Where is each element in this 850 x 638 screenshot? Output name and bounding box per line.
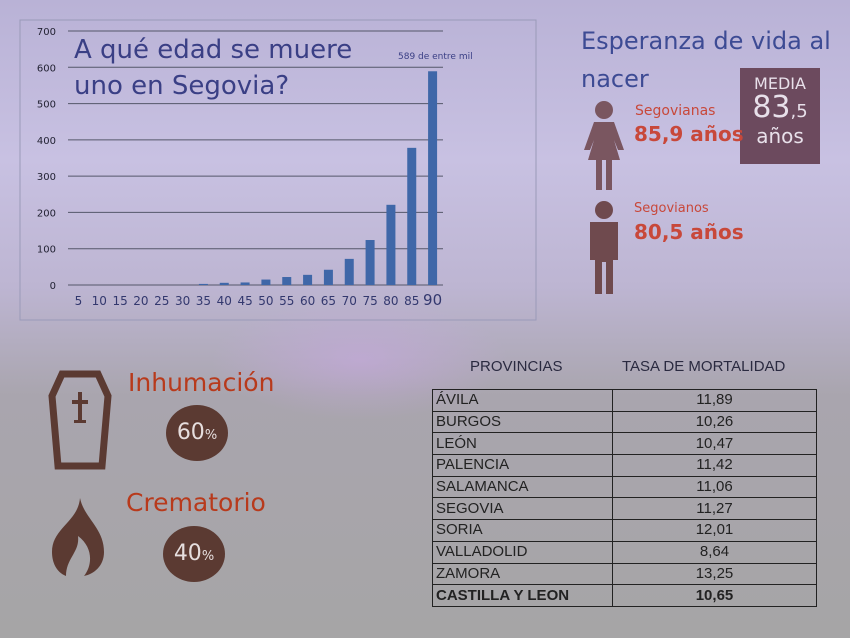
bar <box>198 283 208 285</box>
y-tick-label: 700 <box>37 27 56 38</box>
rate-cell: 10,65 <box>612 584 817 607</box>
media-dec: ,5 <box>790 101 808 122</box>
province-cell: ÁVILA <box>432 389 613 412</box>
table-row: CASTILLA Y LEON 10,65 <box>432 584 817 607</box>
x-tick-label: 15 <box>112 294 127 308</box>
table-row: VALLADOLID 8,64 <box>432 540 817 564</box>
inhumation-pct: 60% <box>166 405 228 461</box>
table-row: LEÓN 10,47 <box>432 432 817 456</box>
crematorio-pct: 40% <box>163 526 225 582</box>
crematorio-label: Crematorio <box>126 488 266 517</box>
province-cell: SALAMANCA <box>432 475 613 499</box>
rate-cell: 10,26 <box>612 410 817 434</box>
province-cell: BURGOS <box>432 410 613 434</box>
rate-cell: 11,27 <box>612 497 817 521</box>
bar <box>344 258 354 285</box>
x-tick-label: 45 <box>237 294 252 308</box>
bar <box>323 269 333 285</box>
chart-annotation: 589 de entre mil <box>398 52 473 62</box>
x-tick-label: 55 <box>279 294 294 308</box>
mortality-table: ÁVILA 11,89 BURGOS 10,26 LEÓN 10,47 PALENCIA 11… <box>432 389 817 607</box>
table-row: SALAMANCA 11,06 <box>432 475 817 499</box>
province-cell: ZAMORA <box>432 562 613 586</box>
inhumation-label: Inhumación <box>128 368 275 397</box>
y-tick-label: 500 <box>37 100 56 111</box>
media-label: MEDIA <box>754 74 806 93</box>
y-tick-label: 300 <box>37 172 56 183</box>
x-tick-label: 80 <box>383 294 398 308</box>
men-value: 80,5 años <box>634 220 744 244</box>
province-cell: SEGOVIA <box>432 497 613 521</box>
table-row: ÁVILA 11,89 <box>432 389 817 412</box>
rate-cell: 11,42 <box>612 454 817 477</box>
rate-cell: 11,06 <box>612 475 817 499</box>
x-tick-label: 10 <box>92 294 107 308</box>
x-tick-label: 20 <box>133 294 148 308</box>
chart-title: A qué edad se muere uno en Segovia? <box>74 35 353 101</box>
bar-chart: 0 100 200 300 400 500 600 700 5 10 15 20 25 30 35 40 45 5… <box>19 19 537 321</box>
men-label: Segovianos <box>634 201 709 216</box>
x-tick-label: 30 <box>175 294 190 308</box>
x-tick-label: 40 <box>217 294 232 308</box>
y-tick-label: 100 <box>37 245 56 256</box>
x-tick-label: 5 <box>75 294 83 308</box>
rate-cell: 12,01 <box>612 519 817 542</box>
coffin-icon <box>48 370 112 470</box>
bar <box>407 147 417 285</box>
flame-icon <box>52 498 104 576</box>
province-cell: VALLADOLID <box>432 540 613 564</box>
province-cell: CASTILLA Y LEON <box>432 584 613 607</box>
bar <box>365 240 375 285</box>
x-tick-label: 50 <box>258 294 273 308</box>
table-row: PALENCIA 11,42 <box>432 454 817 477</box>
x-tick-label: 65 <box>321 294 336 308</box>
x-tick-label: 90 <box>423 291 442 309</box>
rate-cell: 8,64 <box>612 540 817 564</box>
y-tick-label: 400 <box>37 136 56 147</box>
bar <box>428 71 438 285</box>
women-label: Segovianas <box>635 103 716 119</box>
bar <box>219 282 229 285</box>
table-header-tasa: TASA DE MORTALIDAD <box>622 358 786 375</box>
rate-cell: 10,47 <box>612 432 817 456</box>
chart-frame <box>19 19 537 321</box>
life-title: Esperanza de vida al nacer <box>581 27 831 93</box>
x-tick-label: 70 <box>342 294 357 308</box>
bar <box>240 282 250 285</box>
x-tick-label: 75 <box>362 294 377 308</box>
province-cell: LEÓN <box>432 432 613 456</box>
province-cell: SORIA <box>432 519 613 542</box>
media-int: 83 <box>752 90 791 125</box>
woman-icon <box>584 101 624 190</box>
women-value: 85,9 años <box>634 122 744 146</box>
province-cell: PALENCIA <box>432 454 613 477</box>
bar <box>303 274 313 285</box>
table-row: BURGOS 10,26 <box>432 410 817 434</box>
table-row: ZAMORA 13,25 <box>432 562 817 586</box>
media-unit: años <box>756 124 804 148</box>
table-header-provincias: PROVINCIAS <box>470 358 563 375</box>
bar <box>282 277 292 285</box>
y-tick-label: 0 <box>50 281 56 292</box>
y-tick-label: 600 <box>37 63 56 74</box>
y-tick-label: 200 <box>37 208 56 219</box>
bar <box>386 204 396 285</box>
x-tick-label: 60 <box>300 294 315 308</box>
man-icon <box>590 201 618 294</box>
rate-cell: 13,25 <box>612 562 817 586</box>
bar <box>261 279 271 285</box>
x-tick-label: 85 <box>404 294 419 308</box>
x-tick-label: 25 <box>154 294 169 308</box>
x-tick-label: 35 <box>196 294 211 308</box>
media-box: MEDIA 83,5 años <box>740 68 820 164</box>
rate-cell: 11,89 <box>612 389 817 412</box>
table-row: SORIA 12,01 <box>432 519 817 542</box>
table-row: SEGOVIA 11,27 <box>432 497 817 521</box>
